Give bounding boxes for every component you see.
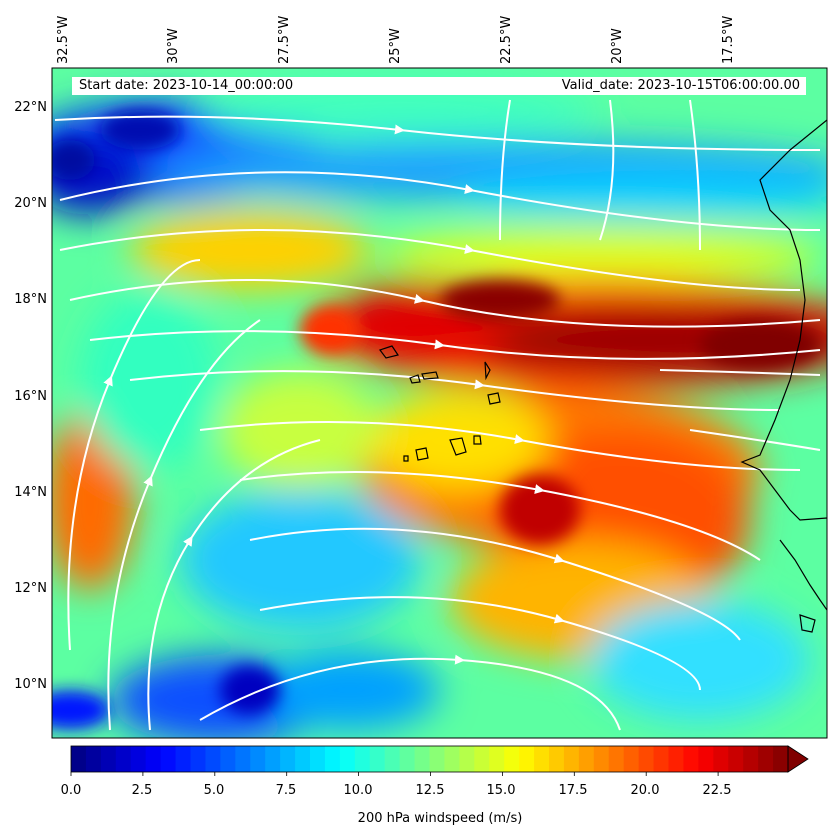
- colorbar-tick-label: 12.5: [416, 783, 445, 798]
- lat-tick-label: 18°N: [14, 292, 47, 307]
- colorbar-bin: [190, 746, 207, 772]
- colorbar-bin: [519, 746, 535, 772]
- colorbar-bin: [608, 746, 625, 772]
- colorbar-tick-label: 2.5: [132, 783, 153, 798]
- colorbar-bin: [130, 746, 147, 772]
- colorbar-bin: [280, 746, 296, 772]
- colorbar-label: 200 hPa windspeed (m/s): [358, 811, 523, 826]
- colorbar-tick-label: 20.0: [631, 783, 660, 798]
- colorbar-tick-label: 22.5: [703, 783, 732, 798]
- colorbar-bin: [444, 746, 460, 772]
- colorbar-bin: [429, 746, 446, 772]
- colorbar-bin: [295, 746, 311, 772]
- colorbar-bin: [384, 746, 401, 772]
- colorbar-bin: [160, 746, 177, 772]
- colorbar-bin: [100, 746, 117, 772]
- colorbar-bin: [728, 746, 744, 772]
- lat-tick-label: 16°N: [14, 389, 47, 404]
- lat-tick-label: 12°N: [14, 581, 47, 596]
- colorbar-bin: [638, 746, 655, 772]
- colorbar-bin: [235, 746, 251, 772]
- colorbar-bin: [369, 746, 386, 772]
- colorbar-bin: [668, 746, 685, 772]
- colorbar-bin: [265, 746, 281, 772]
- lon-tick-label: 27.5°W: [277, 16, 292, 64]
- colorbar-bin: [354, 746, 371, 772]
- lat-tick-labels: 22°N 20°N 18°N 16°N 14°N 12°N 10°N: [14, 100, 47, 692]
- lon-tick-labels: 32.5°W 30°W 27.5°W 25°W 22.5°W 20°W 17.5…: [56, 16, 736, 64]
- colorbar-bin: [743, 746, 759, 772]
- colorbar-tick-label: 7.5: [276, 783, 297, 798]
- lon-tick-label: 20°W: [610, 28, 625, 64]
- windspeed-field: [52, 68, 827, 738]
- valid-date-text: Valid_date: 2023-10-15T06:00:00.00: [561, 78, 800, 93]
- colorbar-bin: [324, 746, 341, 772]
- colorbar-bin: [145, 746, 162, 772]
- colorbar-bin: [563, 746, 580, 772]
- start-date-label: Start date: 2023-10-14_00:00:00 Valid_da…: [72, 77, 806, 95]
- colorbar-bin: [593, 746, 610, 772]
- colorbar-bin: [713, 746, 729, 772]
- lon-tick-label: 32.5°W: [56, 16, 71, 64]
- colorbar-bin: [773, 746, 789, 772]
- colorbar-bin: [339, 746, 356, 772]
- colorbar-tick-label: 10.0: [344, 783, 373, 798]
- colorbar-tick-label: 15.0: [487, 783, 516, 798]
- colorbar-tick-label: 0.0: [61, 783, 82, 798]
- colorbar-tick-labels: 0.0 2.5 5.0 7.5 10.0 12.5 15.0 17.5 20.0…: [61, 783, 732, 798]
- lon-tick-label: 30°W: [166, 28, 181, 64]
- colorbar-bin: [205, 746, 221, 772]
- colorbar-bin: [250, 746, 266, 772]
- lon-tick-label: 25°W: [388, 28, 403, 64]
- colorbar-tick-label: 5.0: [204, 783, 225, 798]
- colorbar-bin: [220, 746, 236, 772]
- colorbar-outline: [70, 745, 789, 773]
- colorbar-tick-label: 17.5: [559, 783, 588, 798]
- colorbar-extend-arrow: [787, 745, 809, 773]
- colorbar-bin: [115, 746, 132, 772]
- colorbar-bin: [310, 746, 326, 772]
- lat-tick-label: 10°N: [14, 677, 47, 692]
- streamlines: [54, 99, 821, 731]
- colorbar-bin: [71, 746, 87, 772]
- lat-tick-label: 20°N: [14, 196, 47, 211]
- colorbar-bin: [489, 746, 505, 772]
- colorbar-bin: [698, 746, 714, 772]
- colorbar-bin: [85, 746, 102, 772]
- map-frame: [51, 67, 828, 739]
- colorbar: [70, 745, 809, 776]
- lat-tick-label: 14°N: [14, 485, 47, 500]
- colorbar-bin: [758, 746, 774, 772]
- start-date-text: Start date: 2023-10-14_00:00:00: [79, 78, 294, 93]
- colorbar-bin: [459, 746, 475, 772]
- colorbar-bin: [623, 746, 640, 772]
- lon-tick-label: 22.5°W: [499, 16, 514, 64]
- lon-tick-label: 17.5°W: [721, 16, 736, 64]
- colorbar-bin: [474, 746, 490, 772]
- colorbar-bin: [414, 746, 431, 772]
- colorbar-bin: [578, 746, 595, 772]
- coastline: [379, 119, 827, 633]
- colorbar-bin: [534, 746, 550, 772]
- colorbar-bin: [683, 746, 699, 772]
- colorbar-bin: [549, 746, 565, 772]
- colorbar-bin: [399, 746, 416, 772]
- lat-tick-label: 22°N: [14, 100, 47, 115]
- colorbar-bin: [653, 746, 670, 772]
- colorbar-bin: [504, 746, 520, 772]
- colorbar-bin: [175, 746, 192, 772]
